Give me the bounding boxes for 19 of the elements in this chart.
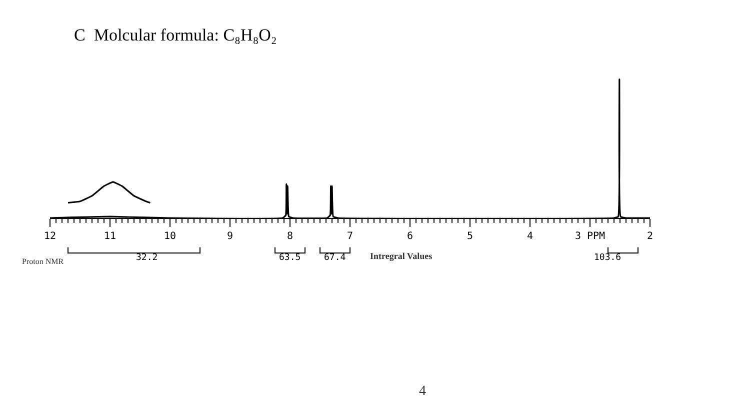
x-tick-label: 4 [526,231,534,242]
text: Intregral Values [370,251,433,261]
chart-title: C Molcular formula: C₈H₈O₂ [74,26,277,45]
x-tick-label: 2 [646,231,654,242]
text: 4 [419,384,426,399]
x-tick-label: 12 [44,231,56,242]
x-tick-label: 3 PPM [574,231,606,242]
text: 67.4 [324,253,346,263]
x-tick-label: 10 [164,231,176,242]
x-tick-label: 5 [466,231,474,242]
text: 103.6 [594,253,622,263]
x-tick-label: 8 [286,231,294,242]
text: Proton NMR [22,257,64,266]
x-tick-label: 6 [406,231,414,242]
x-tick-label: 11 [104,231,116,242]
x-tick-label: 7 [346,231,354,242]
text: 63.5 [279,253,301,263]
text: 32.2 [136,253,158,263]
x-tick-label: 9 [226,231,234,242]
